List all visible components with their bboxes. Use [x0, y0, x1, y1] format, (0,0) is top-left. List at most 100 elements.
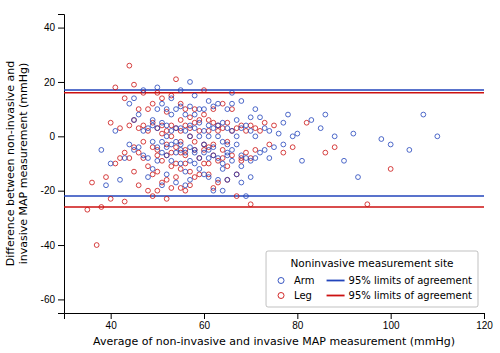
point	[174, 139, 179, 144]
legend-item: Arm	[278, 275, 315, 286]
point	[211, 153, 216, 158]
tick-mark	[58, 191, 64, 192]
point	[118, 156, 123, 161]
point	[188, 104, 193, 109]
point	[197, 134, 202, 139]
point	[183, 107, 188, 112]
tick: 0	[49, 131, 64, 142]
point	[169, 128, 174, 133]
legend-symbol	[327, 295, 345, 297]
point	[202, 172, 207, 177]
point	[108, 120, 113, 125]
point	[216, 128, 221, 133]
point	[146, 107, 151, 112]
point	[206, 134, 211, 139]
point	[160, 120, 165, 125]
point	[192, 112, 197, 117]
point	[136, 150, 141, 155]
point	[407, 148, 412, 153]
point	[253, 148, 258, 153]
point	[104, 175, 109, 180]
point	[435, 134, 440, 139]
point	[160, 96, 165, 101]
point	[164, 177, 169, 182]
point	[155, 85, 160, 90]
tick-mark	[58, 82, 64, 83]
point	[132, 169, 137, 174]
point	[253, 134, 258, 139]
legend-label: 95% limits of agreement	[349, 275, 473, 286]
point	[188, 177, 193, 182]
point	[183, 161, 188, 166]
point	[192, 126, 197, 131]
point	[155, 153, 160, 158]
point	[290, 134, 295, 139]
point	[146, 188, 151, 193]
point	[192, 139, 197, 144]
legend-item: Leg	[278, 290, 312, 301]
point	[169, 158, 174, 163]
x-axis-title: Average of non-invasive and invasive MAP…	[93, 335, 455, 348]
point	[164, 172, 169, 177]
point	[206, 123, 211, 128]
point	[253, 126, 258, 131]
point	[239, 180, 244, 185]
point	[267, 128, 272, 133]
point	[132, 82, 137, 87]
limit-line	[64, 206, 484, 208]
point	[183, 150, 188, 155]
point	[220, 161, 225, 166]
point	[234, 126, 239, 131]
point	[169, 96, 174, 101]
point	[244, 123, 249, 128]
point	[239, 126, 244, 131]
point	[342, 158, 347, 163]
point	[211, 153, 216, 158]
legend: Noninvasive measurement siteArm95% limit…	[266, 251, 478, 307]
point	[234, 142, 239, 147]
point	[388, 167, 393, 172]
point	[85, 207, 90, 212]
y-axis-title: Difference between non-invasive andinvas…	[4, 61, 30, 266]
point	[230, 90, 235, 95]
legend-symbol	[278, 278, 284, 284]
point	[230, 158, 235, 163]
point	[164, 145, 169, 150]
point	[118, 126, 123, 131]
legend-frame	[266, 251, 478, 307]
point	[290, 145, 295, 150]
point	[99, 205, 104, 210]
point	[150, 194, 155, 199]
legend-label: Leg	[294, 290, 312, 301]
tick: 60	[199, 313, 211, 331]
point	[234, 134, 239, 139]
point	[155, 188, 160, 193]
point	[211, 120, 216, 125]
point	[146, 156, 151, 161]
point	[323, 112, 328, 117]
point	[230, 107, 235, 112]
point	[202, 142, 207, 147]
point	[169, 134, 174, 139]
limit-line	[64, 92, 484, 94]
point	[127, 123, 132, 128]
point	[206, 99, 211, 104]
point	[225, 120, 230, 125]
legend-symbol	[278, 293, 284, 299]
point	[220, 101, 225, 106]
point	[234, 118, 239, 123]
point	[206, 156, 211, 161]
point	[356, 175, 361, 180]
point	[192, 107, 197, 112]
point	[202, 112, 207, 117]
point	[421, 112, 426, 117]
point	[113, 161, 118, 166]
point	[155, 145, 160, 150]
point	[192, 93, 197, 98]
point	[146, 175, 151, 180]
point	[211, 188, 216, 193]
point	[192, 120, 197, 125]
point	[178, 186, 183, 191]
limit-line	[64, 195, 484, 197]
point	[206, 128, 211, 133]
